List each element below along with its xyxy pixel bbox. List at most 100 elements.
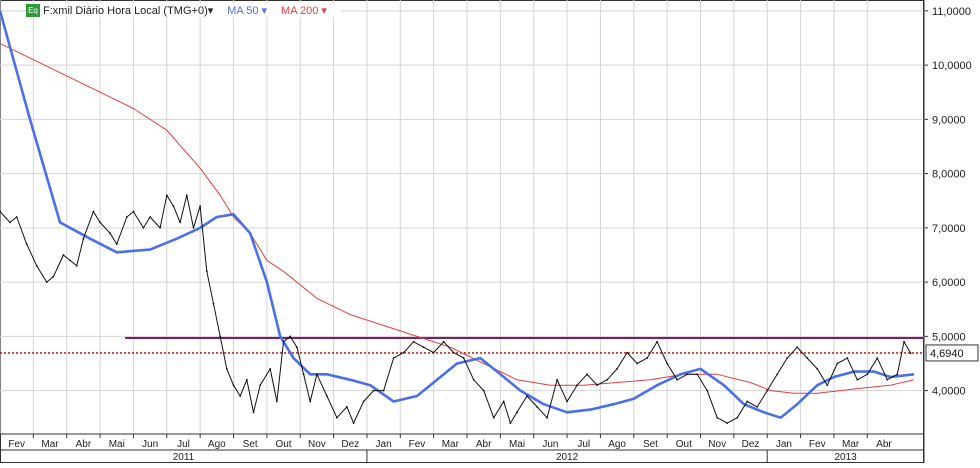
price-point bbox=[125, 216, 128, 218]
price-point bbox=[482, 389, 485, 392]
price-point bbox=[62, 254, 65, 256]
price-point bbox=[509, 422, 512, 425]
price-point bbox=[472, 378, 475, 381]
price-point bbox=[516, 411, 518, 414]
price-point bbox=[45, 281, 48, 283]
last-price-box bbox=[925, 344, 979, 362]
main-series-legend[interactable]: F:xmil Diário Hora Local (TMG+0)▾ bbox=[43, 4, 213, 17]
price-point bbox=[766, 389, 769, 392]
price-point bbox=[806, 357, 809, 359]
price-point bbox=[132, 210, 135, 213]
x-tick-label: Mar bbox=[842, 439, 860, 450]
y-tick-label: 6,0000 bbox=[932, 277, 966, 289]
x-tick-label: Mai bbox=[509, 439, 525, 450]
price-point bbox=[259, 384, 262, 387]
price-point bbox=[245, 378, 248, 381]
price-point bbox=[492, 416, 495, 419]
x-tick-label: Mar bbox=[442, 439, 460, 450]
x-tick-label: Jan bbox=[776, 439, 792, 450]
x-tick-label: Ago bbox=[608, 439, 626, 450]
equity-symbol-icon[interactable]: Eq bbox=[26, 3, 40, 17]
price-point bbox=[165, 194, 168, 197]
price-point bbox=[756, 405, 759, 408]
price-point bbox=[826, 384, 829, 387]
price-point bbox=[315, 373, 318, 376]
ma50-series-line[interactable] bbox=[0, 10, 915, 420]
price-point bbox=[219, 335, 222, 338]
price-point bbox=[252, 411, 255, 414]
price-point bbox=[172, 205, 175, 208]
price-point bbox=[462, 357, 465, 359]
price-point bbox=[269, 368, 272, 370]
price-point bbox=[159, 226, 162, 229]
price-series-line[interactable] bbox=[0, 194, 912, 424]
price-point bbox=[586, 373, 588, 376]
price-point bbox=[876, 357, 879, 359]
year-label: 2013 bbox=[834, 452, 857, 463]
x-tick-label: Dez bbox=[341, 439, 359, 450]
price-point bbox=[576, 384, 578, 387]
price-point bbox=[896, 373, 899, 376]
year-label: 2011 bbox=[173, 452, 195, 463]
x-tick-label: Jul bbox=[177, 439, 190, 450]
price-point bbox=[886, 378, 889, 381]
year-label: 2012 bbox=[556, 452, 579, 463]
price-point bbox=[656, 340, 659, 343]
price-point bbox=[716, 416, 719, 419]
x-tick-label: Jul bbox=[577, 439, 590, 450]
price-point bbox=[336, 416, 338, 419]
ma200-series-line[interactable] bbox=[0, 42, 915, 394]
price-point bbox=[346, 405, 348, 408]
price-point bbox=[75, 264, 78, 267]
y-tick-label: 5,0000 bbox=[932, 331, 966, 343]
x-tick-label: Abr bbox=[876, 439, 892, 450]
x-tick-label: Fev bbox=[409, 439, 426, 450]
price-point bbox=[666, 362, 669, 365]
price-point bbox=[309, 400, 312, 403]
ma50-legend[interactable]: MA 50 ▾ bbox=[227, 4, 267, 17]
price-point bbox=[282, 340, 285, 343]
price-point bbox=[596, 384, 598, 387]
price-point bbox=[636, 362, 639, 365]
chart-legend: Eq F:xmil Diário Hora Local (TMG+0)▾ MA … bbox=[26, 3, 341, 17]
price-point bbox=[726, 422, 729, 425]
price-point bbox=[352, 422, 355, 425]
plot-frame bbox=[0, 0, 924, 463]
price-point bbox=[452, 351, 455, 354]
price-point bbox=[566, 400, 568, 403]
price-point bbox=[866, 373, 869, 376]
price-point bbox=[289, 335, 292, 338]
x-tick-label: Set bbox=[243, 439, 258, 450]
price-point bbox=[786, 357, 789, 359]
price-point bbox=[225, 368, 228, 370]
main-series-label: F:xmil Diário Hora Local (TMG+0) bbox=[43, 4, 208, 17]
price-point bbox=[52, 275, 55, 278]
price-point bbox=[199, 205, 202, 208]
price-point bbox=[706, 389, 709, 392]
price-point bbox=[536, 405, 538, 408]
ma200-legend[interactable]: MA 200 ▾ bbox=[281, 4, 327, 17]
price-point bbox=[109, 232, 111, 235]
x-tick-label: Fev bbox=[8, 439, 25, 450]
price-point bbox=[362, 400, 365, 403]
y-tick-label: 11,0000 bbox=[932, 6, 971, 18]
x-tick-label: Mai bbox=[109, 439, 125, 450]
price-point bbox=[556, 378, 558, 381]
x-tick-label: Jun bbox=[542, 439, 558, 450]
price-point bbox=[382, 389, 385, 392]
x-tick-label: Nov bbox=[308, 439, 326, 450]
price-point bbox=[115, 243, 118, 246]
price-point bbox=[275, 400, 278, 403]
price-point bbox=[412, 340, 415, 343]
price-point bbox=[646, 357, 649, 359]
dropdown-arrow-icon: ▾ bbox=[207, 4, 214, 17]
x-tick-label: Dez bbox=[742, 439, 760, 450]
price-point bbox=[836, 362, 839, 365]
x-tick-label: Abr bbox=[476, 439, 492, 450]
price-point bbox=[856, 378, 859, 381]
price-point bbox=[903, 340, 905, 343]
ma50-label: MA 50 bbox=[227, 4, 259, 17]
y-tick-label: 10,0000 bbox=[932, 60, 972, 72]
